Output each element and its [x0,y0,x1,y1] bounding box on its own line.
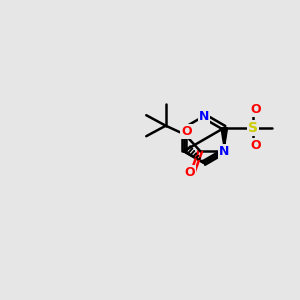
Text: O: O [250,139,261,152]
Text: N: N [199,110,209,123]
Text: S: S [248,121,258,135]
Text: O: O [182,125,192,138]
Text: N: N [219,145,230,158]
Text: N: N [219,145,230,158]
Polygon shape [221,128,228,149]
Text: O: O [184,166,195,179]
Text: O: O [250,103,261,116]
